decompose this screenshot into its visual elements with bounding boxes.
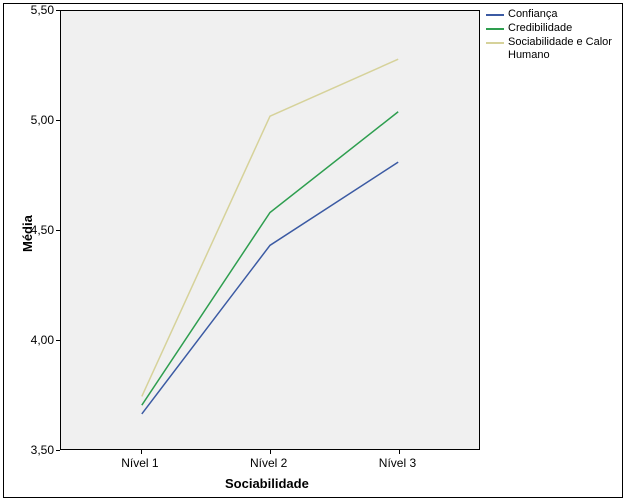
line-chart-svg — [61, 11, 479, 449]
y-tick-label: 4,50 — [31, 223, 54, 237]
series-line — [142, 59, 398, 396]
y-tick-label: 4,00 — [31, 333, 54, 347]
y-tick — [56, 120, 60, 121]
x-tick — [270, 450, 271, 454]
y-tick — [56, 340, 60, 341]
y-tick-label: 3,50 — [31, 443, 54, 457]
y-tick — [56, 230, 60, 231]
x-tick-label: Nível 1 — [121, 456, 158, 470]
legend-swatch — [486, 42, 504, 44]
legend-swatch — [486, 28, 504, 30]
legend-item: Credibilidade — [486, 22, 618, 35]
x-tick-label: Nível 2 — [250, 456, 287, 470]
legend-swatch — [486, 14, 504, 16]
plot-area — [60, 10, 480, 450]
legend-label: Confiança — [508, 8, 558, 21]
y-tick-label: 5,50 — [31, 3, 54, 17]
series-line — [142, 162, 398, 414]
x-tick-label: Nível 3 — [379, 456, 416, 470]
y-tick — [56, 10, 60, 11]
legend: ConfiançaCredibilidadeSociabilidade e Ca… — [486, 8, 618, 63]
legend-item: Confiança — [486, 8, 618, 21]
y-tick — [56, 450, 60, 451]
x-tick — [141, 450, 142, 454]
legend-label: Sociabilidade e Calor Humano — [508, 36, 618, 62]
x-tick — [399, 450, 400, 454]
series-line — [142, 112, 398, 405]
legend-label: Credibilidade — [508, 22, 572, 35]
legend-item: Sociabilidade e Calor Humano — [486, 36, 618, 62]
y-tick-label: 5,00 — [31, 113, 54, 127]
x-axis-title: Sociabilidade — [225, 476, 309, 491]
